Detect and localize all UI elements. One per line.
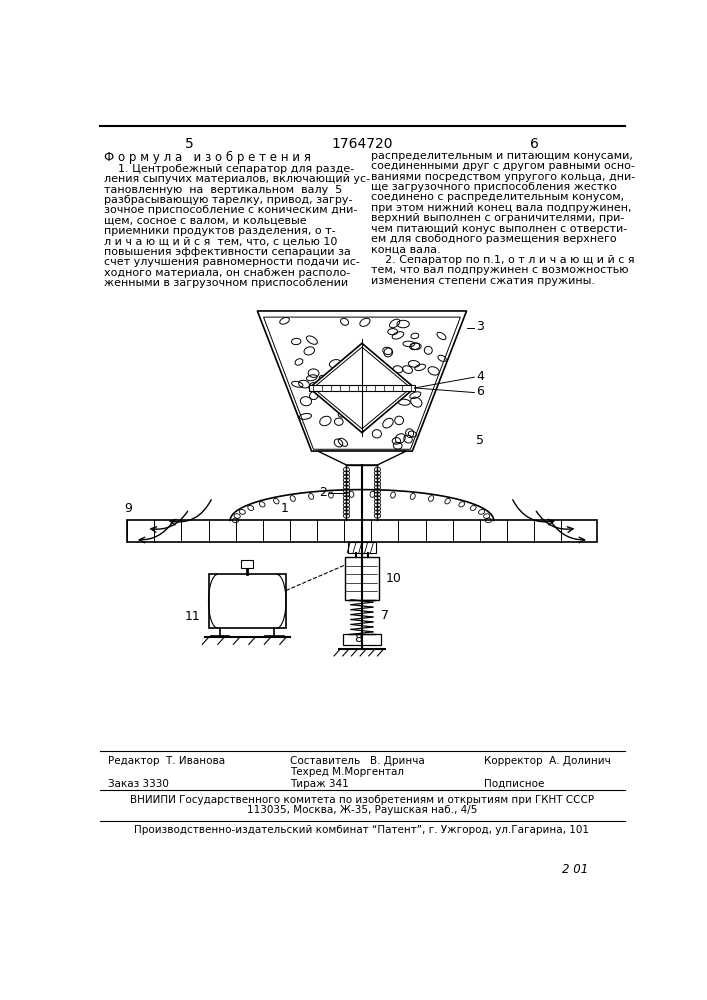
Text: 2: 2 xyxy=(319,486,327,499)
Polygon shape xyxy=(257,311,467,451)
Text: женными в загрузочном приспособлении: женными в загрузочном приспособлении xyxy=(104,278,348,288)
Text: 8: 8 xyxy=(354,632,362,645)
Text: 5: 5 xyxy=(185,137,194,151)
Text: 5: 5 xyxy=(476,434,484,447)
Text: 6: 6 xyxy=(476,385,484,398)
Text: тановленную  на  вертикальном  валу  5: тановленную на вертикальном валу 5 xyxy=(104,185,342,195)
Text: ления сыпучих материалов, включающий ус-: ления сыпучих материалов, включающий ус- xyxy=(104,174,370,184)
Text: соединено с распределительным конусом,: соединено с распределительным конусом, xyxy=(371,192,624,202)
Text: 1: 1 xyxy=(281,502,288,515)
Text: 4: 4 xyxy=(476,370,484,383)
Polygon shape xyxy=(309,343,414,433)
Text: ваниями посредством упругого кольца, дни-: ваниями посредством упругого кольца, дни… xyxy=(371,172,636,182)
Text: 2. Сепаратор по п.1, о т л и ч а ю щ и й с я: 2. Сепаратор по п.1, о т л и ч а ю щ и й… xyxy=(371,255,635,265)
Text: Составитель   В. Дринча: Составитель В. Дринча xyxy=(290,756,425,766)
Polygon shape xyxy=(343,634,381,645)
Text: ходного материала, он снабжен располо-: ходного материала, он снабжен располо- xyxy=(104,268,350,278)
Text: ем для свободного размещения верхнего: ем для свободного размещения верхнего xyxy=(371,234,617,244)
Text: Заказ 3330: Заказ 3330 xyxy=(107,779,169,789)
Text: соединенными друг с другом равными осно-: соединенными друг с другом равными осно- xyxy=(371,161,635,171)
Text: счет улучшения равномерности подачи ис-: счет улучшения равномерности подачи ис- xyxy=(104,257,360,267)
Text: ще загрузочного приспособления жестко: ще загрузочного приспособления жестко xyxy=(371,182,617,192)
Polygon shape xyxy=(209,574,286,628)
Text: Техред М.Моргентал: Техред М.Моргентал xyxy=(290,767,404,777)
Text: приемники продуктов разделения, о т-: приемники продуктов разделения, о т- xyxy=(104,226,336,236)
Text: 6: 6 xyxy=(530,137,539,151)
Text: л и ч а ю щ и й с я  тем, что, с целью 10: л и ч а ю щ и й с я тем, что, с целью 10 xyxy=(104,237,337,247)
Text: 3: 3 xyxy=(476,320,484,333)
Text: 9: 9 xyxy=(124,502,133,515)
Text: 113035, Москва, Ж-35, Раушская наб., 4/5: 113035, Москва, Ж-35, Раушская наб., 4/5 xyxy=(247,805,477,815)
Text: 11: 11 xyxy=(185,610,201,623)
Text: 1. Центробежный сепаратор для разде-: 1. Центробежный сепаратор для разде- xyxy=(104,164,354,174)
Text: ВНИИПИ Государственного комитета по изобретениям и открытиям при ГКНТ СССР: ВНИИПИ Государственного комитета по изоб… xyxy=(130,795,594,805)
Polygon shape xyxy=(317,451,406,465)
Text: зочное приспособление с коническим дни-: зочное приспособление с коническим дни- xyxy=(104,205,357,215)
Text: Тираж 341: Тираж 341 xyxy=(290,779,349,789)
Text: Корректор  А. Долинич: Корректор А. Долинич xyxy=(484,756,610,766)
Text: 10: 10 xyxy=(385,572,401,585)
Text: повышения эффективности сепарации за: повышения эффективности сепарации за xyxy=(104,247,351,257)
Text: Производственно-издательский комбинат “Патент”, г. Ужгород, ул.Гагарина, 101: Производственно-издательский комбинат “П… xyxy=(134,825,590,835)
Polygon shape xyxy=(345,557,379,600)
Text: конца вала.: конца вала. xyxy=(371,244,441,254)
Text: изменения степени сжатия пружины.: изменения степени сжатия пружины. xyxy=(371,276,595,286)
Text: Подписное: Подписное xyxy=(484,779,544,789)
Text: чем питающий конус выполнен с отверсти-: чем питающий конус выполнен с отверсти- xyxy=(371,224,628,234)
Text: при этом нижний конец вала подпружинен,: при этом нижний конец вала подпружинен, xyxy=(371,203,632,213)
Polygon shape xyxy=(309,385,414,391)
Text: распределительным и питающим конусами,: распределительным и питающим конусами, xyxy=(371,151,633,161)
Text: 7: 7 xyxy=(380,609,389,622)
Text: Ф о р м у л а   и з о б р е т е н и я: Ф о р м у л а и з о б р е т е н и я xyxy=(104,151,311,164)
Text: разбрасывающую тарелку, привод, загру-: разбрасывающую тарелку, привод, загру- xyxy=(104,195,352,205)
Text: 2 01: 2 01 xyxy=(562,863,588,876)
Text: верхний выполнен с ограничителями, при-: верхний выполнен с ограничителями, при- xyxy=(371,213,624,223)
Text: тем, что вал подпружинен с возможностью: тем, что вал подпружинен с возможностью xyxy=(371,265,629,275)
Polygon shape xyxy=(348,542,376,553)
Text: щем, сосное с валом, и кольцевые: щем, сосное с валом, и кольцевые xyxy=(104,216,307,226)
Text: 1764720: 1764720 xyxy=(331,137,392,151)
Polygon shape xyxy=(127,520,597,542)
Polygon shape xyxy=(241,560,253,568)
Text: Редактор  Т. Иванова: Редактор Т. Иванова xyxy=(107,756,225,766)
